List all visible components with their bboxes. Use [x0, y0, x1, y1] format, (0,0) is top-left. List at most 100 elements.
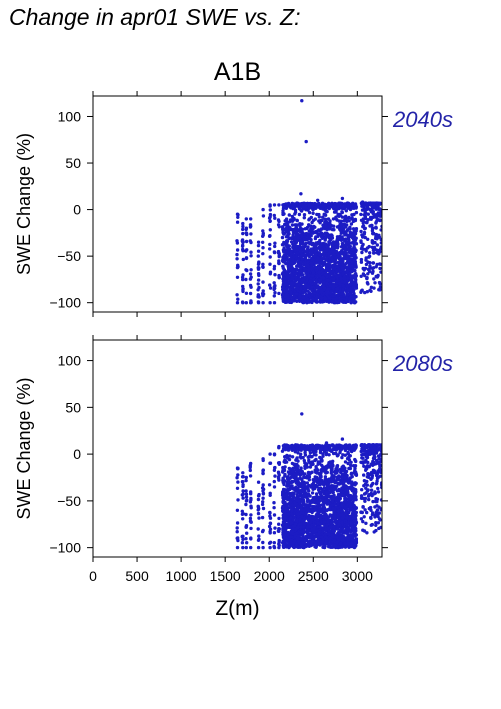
data-point — [346, 480, 351, 484]
data-point — [339, 276, 343, 280]
data-point — [268, 511, 272, 515]
data-point — [300, 257, 305, 261]
data-point — [244, 478, 248, 483]
data-point — [287, 213, 291, 217]
data-point — [276, 476, 281, 480]
data-point — [236, 263, 240, 267]
data-point — [301, 299, 305, 304]
data-point — [244, 492, 249, 496]
data-point — [362, 268, 366, 272]
data-point — [245, 531, 249, 535]
data-point — [268, 286, 273, 290]
data-point — [350, 480, 354, 484]
data-points — [235, 99, 382, 305]
data-point — [347, 296, 352, 301]
data-point — [236, 498, 240, 502]
data-point — [379, 228, 382, 232]
data-point — [354, 481, 358, 486]
data-point — [277, 545, 281, 550]
data-point — [327, 299, 331, 303]
data-point — [362, 230, 367, 235]
data-point — [261, 240, 265, 244]
data-point — [303, 450, 307, 455]
data-point — [318, 516, 323, 520]
data-point — [369, 289, 373, 293]
data-point — [331, 490, 335, 495]
panel-period-label: 2040s — [392, 107, 453, 132]
data-point — [335, 454, 340, 458]
data-point — [370, 229, 375, 233]
data-point — [331, 217, 336, 221]
data-point — [308, 279, 313, 283]
data-point — [343, 453, 347, 457]
data-point — [338, 467, 343, 472]
data-point — [249, 285, 253, 289]
data-point — [304, 205, 308, 210]
data-point — [340, 545, 344, 549]
data-point — [363, 235, 367, 240]
data-point — [345, 201, 350, 205]
data-point — [241, 489, 245, 493]
data-point — [307, 203, 311, 207]
data-point — [318, 522, 322, 526]
data-point — [235, 486, 240, 490]
data-point — [347, 254, 351, 259]
data-point — [260, 486, 265, 490]
data-point — [240, 238, 245, 242]
data-point — [328, 227, 332, 231]
data-point — [346, 284, 350, 288]
data-point — [334, 284, 339, 288]
page-title: Change in apr01 SWE vs. Z: — [9, 4, 301, 30]
data-point — [276, 529, 281, 533]
data-point — [366, 212, 370, 216]
data-point — [347, 259, 352, 263]
data-point — [325, 470, 329, 475]
data-point — [284, 506, 288, 511]
data-point — [244, 217, 248, 221]
data-point — [257, 534, 261, 538]
data-point — [293, 508, 297, 512]
data-point — [273, 291, 277, 295]
data-point — [340, 249, 344, 253]
data-point — [310, 251, 315, 255]
data-point — [256, 480, 261, 484]
data-point — [315, 280, 319, 284]
data-point — [297, 270, 302, 275]
data-point — [290, 223, 295, 227]
data-point — [277, 473, 281, 477]
data-point — [236, 538, 240, 543]
data-point — [244, 512, 248, 517]
data-point — [268, 247, 272, 251]
data-point — [378, 285, 382, 290]
data-point — [305, 481, 309, 485]
data-point — [312, 496, 317, 500]
data-point — [268, 219, 272, 223]
data-point — [268, 521, 273, 526]
data-point — [236, 473, 240, 477]
data-point — [268, 242, 272, 247]
data-point — [327, 494, 331, 498]
data-point — [319, 458, 323, 463]
data-point — [248, 239, 252, 243]
data-point — [300, 229, 304, 234]
data-point — [346, 299, 350, 304]
data-point — [349, 289, 353, 293]
data-point — [261, 457, 265, 461]
data-point — [310, 454, 314, 459]
data-point — [285, 239, 289, 243]
data-point — [351, 240, 355, 244]
data-point — [374, 235, 378, 240]
data-point — [342, 219, 346, 223]
data-point — [284, 235, 289, 239]
data-point — [282, 269, 286, 273]
data-point — [308, 235, 312, 239]
data-point — [310, 242, 314, 247]
data-point — [256, 240, 261, 244]
data-point — [249, 217, 253, 221]
data-point — [301, 205, 305, 209]
data-point — [286, 203, 291, 207]
data-point — [343, 545, 348, 549]
data-point — [347, 244, 351, 248]
data-point — [325, 246, 330, 251]
data-point — [272, 301, 277, 305]
